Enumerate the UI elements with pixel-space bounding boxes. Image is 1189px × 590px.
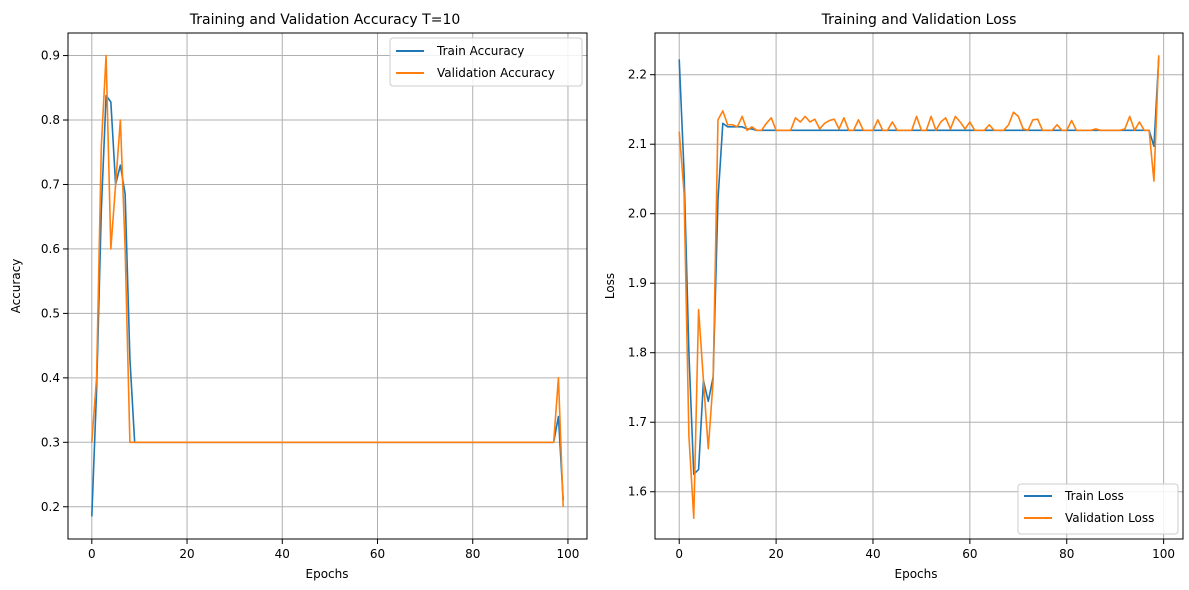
y-tick-label: 0.2	[41, 500, 60, 514]
y-tick-label: 1.7	[628, 415, 647, 429]
x-tick-label: 0	[88, 547, 96, 561]
accuracy-x-label: Epochs	[306, 567, 349, 581]
y-tick-label: 0.9	[41, 49, 60, 63]
x-tick-label: 60	[370, 547, 385, 561]
loss-y-label: Loss	[603, 273, 617, 299]
accuracy-y-label: Accuracy	[9, 259, 23, 314]
accuracy-y-ticks: 0.2 0.3 0.4 0.5 0.6 0.7 0.8 0.9	[41, 49, 68, 514]
x-tick-label: 20	[768, 547, 783, 561]
loss-y-ticks: 1.6 1.7 1.8 1.9 2.0 2.1 2.2	[628, 68, 655, 499]
legend-label-validation-accuracy: Validation Accuracy	[437, 66, 555, 80]
accuracy-grid	[68, 33, 587, 539]
y-tick-label: 0.5	[41, 306, 60, 320]
x-tick-label: 80	[1059, 547, 1074, 561]
accuracy-legend: Train Accuracy Validation Accuracy	[389, 37, 583, 87]
x-tick-label: 100	[557, 547, 580, 561]
y-tick-label: 1.8	[628, 346, 647, 360]
y-tick-label: 0.3	[41, 435, 60, 449]
train-loss-line	[678, 57, 1160, 476]
loss-series	[678, 55, 1160, 519]
accuracy-axes-frame	[67, 32, 588, 540]
loss-title: Training and Validation Loss	[821, 12, 1017, 28]
y-tick-label: 1.9	[628, 276, 647, 290]
y-tick-label: 0.6	[41, 242, 60, 256]
legend-label-train-loss: Train Loss	[1064, 489, 1124, 503]
accuracy-x-ticks: 0 20 40 60 80 100	[88, 539, 579, 561]
y-tick-label: 2.2	[628, 68, 647, 82]
loss-grid	[655, 33, 1183, 539]
y-tick-label: 0.4	[41, 371, 60, 385]
x-tick-label: 80	[465, 547, 480, 561]
legend-label-validation-loss: Validation Loss	[1065, 511, 1154, 525]
train-accuracy-line	[91, 94, 564, 517]
loss-x-label: Epochs	[895, 567, 938, 581]
x-tick-label: 20	[179, 547, 194, 561]
x-tick-label: 100	[1152, 547, 1175, 561]
validation-loss-line	[678, 55, 1160, 519]
x-tick-label: 40	[275, 547, 290, 561]
legend-label-train-accuracy: Train Accuracy	[436, 44, 524, 58]
accuracy-legend-box	[389, 37, 583, 87]
x-tick-label: 40	[865, 547, 880, 561]
loss-x-ticks: 0 20 40 60 80 100	[675, 539, 1175, 561]
loss-axes-frame	[654, 32, 1184, 540]
validation-accuracy-line	[91, 54, 564, 507]
y-tick-label: 1.6	[628, 485, 647, 499]
accuracy-series	[91, 54, 564, 517]
y-tick-label: 2.0	[628, 207, 647, 221]
x-tick-label: 60	[962, 547, 977, 561]
x-tick-label: 0	[675, 547, 683, 561]
accuracy-panel: Training and Validation Accuracy T=10 0 2…	[9, 12, 588, 581]
loss-legend-box	[1017, 483, 1179, 535]
y-tick-label: 0.8	[41, 113, 60, 127]
accuracy-title: Training and Validation Accuracy T=10	[189, 12, 461, 28]
y-tick-label: 2.1	[628, 137, 647, 151]
loss-panel: Training and Validation Loss 0 20 40 60 80 10…	[603, 12, 1184, 581]
loss-legend: Train Loss Validation Loss	[1017, 483, 1179, 535]
y-tick-label: 0.7	[41, 177, 60, 191]
